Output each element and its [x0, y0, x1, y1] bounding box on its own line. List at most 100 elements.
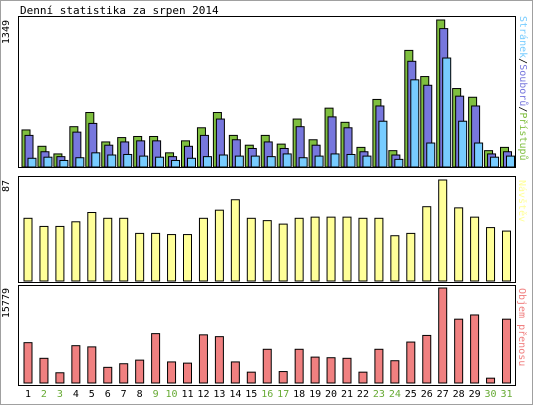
- bar-objem-5: [87, 346, 97, 384]
- bar-objem-25: [406, 341, 416, 384]
- bar-objem-31: [502, 318, 511, 384]
- bar-navstev-5: [87, 212, 97, 282]
- bar-objem-23: [374, 348, 384, 384]
- bar-objem-28: [454, 318, 464, 384]
- bar-stranek-14: [234, 155, 244, 168]
- bar-objem-29: [470, 314, 480, 384]
- bar-navstev-23: [374, 217, 384, 282]
- bar-stranek-11: [187, 157, 196, 168]
- bar-stranek-19: [314, 155, 324, 168]
- bar-stranek-10: [171, 159, 181, 168]
- bar-navstev-16: [262, 220, 272, 282]
- x-tick-label-3: 3: [57, 389, 63, 400]
- bar-navstev-31: [502, 230, 511, 282]
- bar-objem-7: [119, 363, 129, 384]
- x-tick-label-27: 27: [437, 389, 449, 400]
- bar-objem-10: [167, 361, 177, 384]
- bar-objem-13: [214, 336, 224, 384]
- bar-stranek-31: [506, 155, 515, 168]
- x-tick-label-11: 11: [181, 389, 193, 400]
- bar-navstev-21: [342, 216, 352, 282]
- legend-hits: Stránek/Souborů/Přístupů: [516, 16, 530, 166]
- bar-stranek-12: [202, 156, 212, 168]
- bar-objem-18: [294, 348, 304, 384]
- x-tick-label-8: 8: [137, 389, 143, 400]
- bar-stranek-22: [362, 155, 372, 168]
- bar-navstev-20: [326, 216, 336, 282]
- bar-navstev-15: [246, 217, 256, 282]
- bar-navstev-14: [230, 199, 240, 282]
- bar-stranek-23: [378, 120, 388, 168]
- bar-objem-2: [39, 357, 49, 384]
- bar-stranek-6: [107, 154, 117, 168]
- x-tick-label-6: 6: [105, 389, 111, 400]
- bar-navstev-11: [183, 234, 192, 282]
- bar-objem-6: [103, 366, 113, 384]
- bar-stranek-20: [330, 153, 340, 168]
- bar-navstev-2: [39, 225, 49, 282]
- bar-navstev-25: [406, 232, 416, 282]
- bar-navstev-3: [55, 225, 65, 282]
- x-tick-label-18: 18: [293, 389, 305, 400]
- x-tick-label-5: 5: [89, 389, 95, 400]
- bar-objem-24: [390, 360, 400, 384]
- x-tick-label-4: 4: [73, 389, 79, 400]
- bar-navstev-8: [135, 232, 145, 282]
- bar-objem-11: [183, 362, 192, 384]
- bar-navstev-27: [438, 179, 448, 282]
- bar-objem-22: [358, 371, 368, 384]
- bar-objem-27: [438, 287, 448, 384]
- bar-stranek-27: [442, 57, 452, 168]
- bar-stranek-29: [474, 142, 484, 168]
- bar-objem-21: [342, 357, 352, 384]
- bar-navstev-7: [119, 217, 129, 282]
- bar-objem-4: [71, 345, 81, 384]
- bar-navstev-26: [422, 206, 432, 282]
- bar-stranek-25: [410, 79, 420, 168]
- x-tick-label-21: 21: [341, 389, 353, 400]
- x-tick-label-16: 16: [261, 389, 273, 400]
- bar-navstev-17: [278, 223, 288, 282]
- bar-objem-30: [486, 377, 496, 384]
- x-tick-label-30: 30: [485, 389, 497, 400]
- x-tick-label-26: 26: [421, 389, 433, 400]
- bar-objem-19: [310, 356, 320, 384]
- x-tick-label-23: 23: [373, 389, 385, 400]
- bar-navstev-28: [454, 207, 464, 282]
- bar-navstev-1: [23, 217, 33, 282]
- bar-navstev-24: [390, 235, 400, 282]
- bar-stranek-3: [59, 159, 69, 168]
- bar-objem-16: [262, 348, 272, 384]
- x-tick-label-20: 20: [325, 389, 337, 400]
- bar-objem-17: [278, 371, 288, 384]
- x-tick-label-14: 14: [229, 389, 241, 400]
- x-tick-label-10: 10: [166, 389, 178, 400]
- bar-objem-15: [246, 371, 256, 384]
- x-tick-label-31: 31: [500, 389, 512, 400]
- bar-objem-14: [230, 361, 240, 384]
- bar-objem-20: [326, 357, 336, 384]
- legend-stranek: Stránek: [517, 16, 528, 59]
- x-tick-label-12: 12: [197, 389, 209, 400]
- bar-objem-3: [55, 372, 65, 384]
- bar-stranek-9: [155, 156, 165, 168]
- bar-navstev-9: [151, 232, 161, 282]
- bar-navstev-12: [198, 217, 208, 282]
- bar-navstev-13: [214, 209, 224, 282]
- x-tick-label-7: 7: [121, 389, 127, 400]
- x-tick-label-22: 22: [357, 389, 369, 400]
- chart-title: Denní statistika za srpen 2014: [20, 4, 219, 17]
- bar-stranek-1: [27, 157, 37, 168]
- legend-souboru: Souborů: [517, 64, 528, 107]
- bar-stranek-26: [426, 142, 436, 168]
- bar-stranek-2: [43, 156, 53, 168]
- x-tick-label-13: 13: [213, 389, 225, 400]
- bar-objem-1: [23, 342, 33, 384]
- legend-navstev: Návštěv: [516, 180, 527, 223]
- bar-navstev-29: [470, 216, 480, 282]
- bar-navstev-10: [167, 234, 177, 282]
- bar-stranek-15: [250, 155, 260, 168]
- bar-stranek-24: [394, 158, 404, 168]
- legend-sep-1: /: [517, 58, 528, 65]
